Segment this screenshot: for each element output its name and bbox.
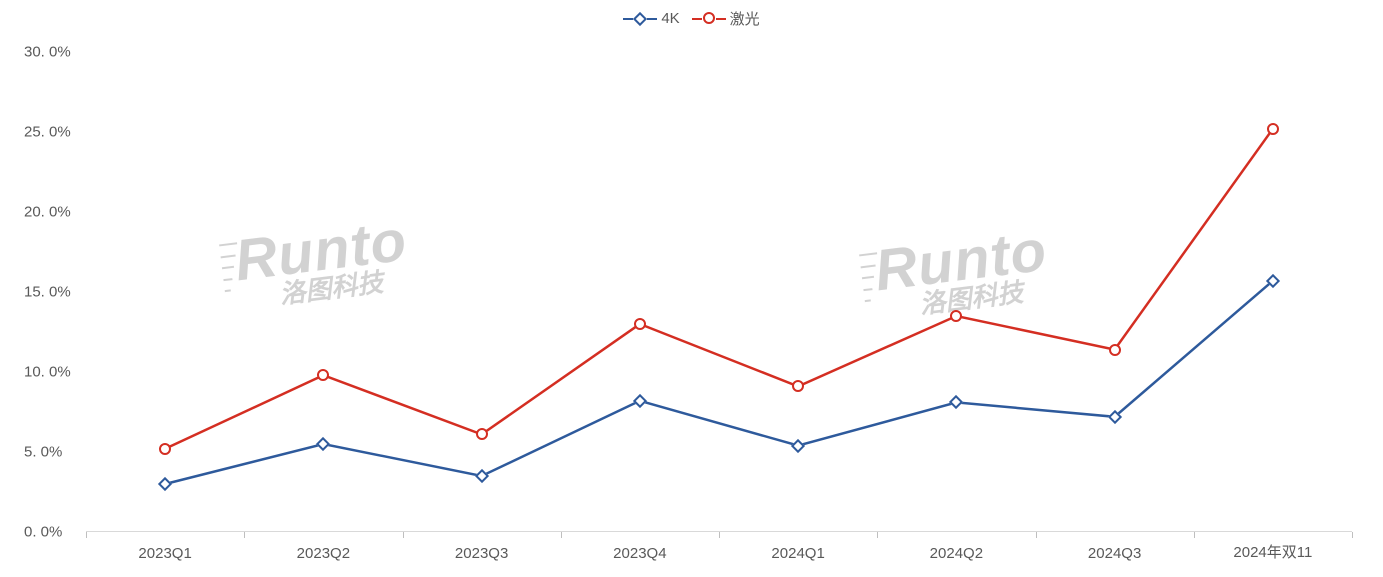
y-tick-label: 10. 0% [24,364,71,381]
x-tick [1036,532,1037,538]
y-tick-label: 20. 0% [24,204,71,221]
x-tick-label: 2023Q2 [297,545,350,562]
diamond-icon [623,12,657,26]
series-point [1267,123,1279,135]
series-line [165,281,1273,484]
x-tick-label: 2023Q1 [138,545,191,562]
x-tick-label: 2023Q4 [613,545,666,562]
legend: 4K 激光 [0,8,1383,30]
x-tick [86,532,87,538]
circle-icon [692,12,726,26]
legend-item: 激光 [692,8,760,29]
legend-item: 4K [623,10,679,27]
x-tick-label: 2024Q3 [1088,545,1141,562]
series-point [159,443,171,455]
y-tick-label: 15. 0% [24,284,71,301]
x-tick [561,532,562,538]
x-tick-label: 2024年双11 [1233,541,1312,562]
x-tick [719,532,720,538]
series-point [476,428,488,440]
plot-area: Runto 洛图科技 Runto 洛图科技 0. 0%5. 0%10. 0%15… [86,52,1352,532]
x-tick [403,532,404,538]
y-tick-label: 0. 0% [24,524,62,541]
x-tick-label: 2024Q1 [771,545,824,562]
x-tick [1352,532,1353,538]
x-tick-label: 2024Q2 [930,545,983,562]
x-tick [877,532,878,538]
series-point [634,318,646,330]
series-lines [86,52,1352,532]
series-point [317,369,329,381]
y-tick-label: 5. 0% [24,444,62,461]
x-tick [244,532,245,538]
series-line [165,129,1273,449]
y-tick-label: 25. 0% [24,124,71,141]
x-tick [1194,532,1195,538]
series-point [1109,344,1121,356]
legend-label: 激光 [730,8,760,29]
x-tick-label: 2023Q3 [455,545,508,562]
series-point [950,310,962,322]
series-point [792,380,804,392]
y-tick-label: 30. 0% [24,44,71,61]
line-chart: 4K 激光 Runto 洛图科技 Runto 洛图科技 0. 0%5. 0%10.… [0,0,1383,577]
legend-label: 4K [661,10,679,27]
